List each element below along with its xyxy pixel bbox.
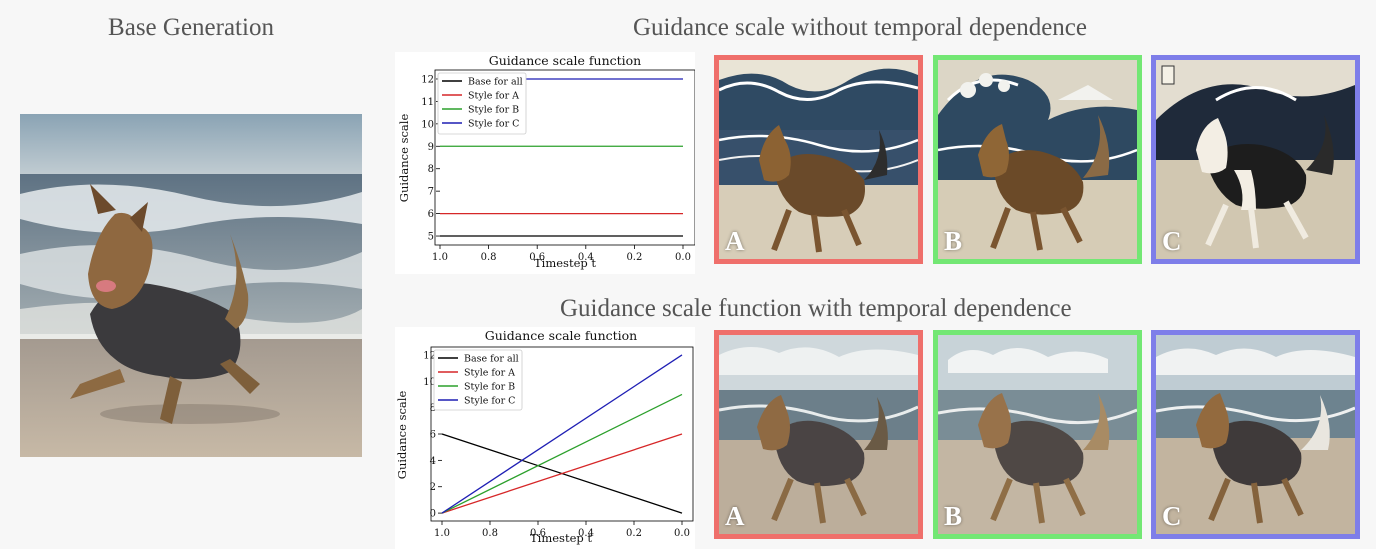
tile-letter: A — [725, 501, 745, 531]
base-generation-heading: Base Generation — [108, 14, 274, 41]
x-tick-label: 0.0 — [675, 252, 691, 263]
tile-letter: B — [944, 501, 963, 531]
legend-label: Style for B — [464, 382, 515, 393]
legend-label: Style for A — [464, 368, 515, 379]
y-tick-label: 2 — [430, 482, 436, 493]
y-ticks: 0 2 4 6 8 10 12 — [423, 350, 442, 520]
x-ticks: 1.0 0.8 0.6 0.4 0.2 0.0 — [432, 245, 691, 263]
legend-label: Style for A — [468, 91, 519, 102]
x-ticks: 1.0 0.8 0.6 0.4 0.2 0.0 — [434, 521, 690, 539]
legend-label: Style for C — [468, 119, 519, 130]
x-tick-label: 0.4 — [578, 252, 594, 263]
legend-label: Style for B — [468, 105, 519, 116]
ukiyoe-dog-image-c — [1156, 60, 1355, 259]
series-lines — [441, 354, 683, 514]
ukiyoe-dog-image-b — [938, 60, 1137, 259]
tile-letter: C — [1162, 501, 1182, 531]
tile-bottom-c: C — [1151, 330, 1360, 539]
x-tick-label: 0.2 — [626, 252, 642, 263]
x-axis-label: Timestep t — [534, 256, 596, 270]
beach-dog-image-b — [938, 335, 1137, 534]
tile-top-c: C — [1151, 55, 1360, 264]
chart-temporal-guidance-svg: Guidance scale function 0 2 4 6 8 10 12 1.0 0.8… — [395, 328, 694, 545]
chart-title: Guidance scale function — [485, 328, 637, 343]
y-tick-label: 10 — [423, 377, 436, 388]
y-tick-label: 8 — [430, 403, 436, 414]
dog-on-beach-photo — [20, 114, 362, 457]
y-ticks: 5 6 7 8 9 10 11 12 — [421, 74, 440, 243]
tile-letter: C — [1162, 226, 1182, 256]
x-axis-label: Timestep t — [530, 531, 592, 545]
tile-letter: B — [944, 226, 963, 256]
legend: Base for all Style for A Style for B Style … — [433, 349, 523, 411]
legend-label: Base for all — [468, 77, 523, 88]
beach-dog-image-a — [719, 335, 918, 534]
ukiyoe-dog-image-a — [719, 60, 918, 259]
tile-top-b: B — [933, 55, 1142, 264]
x-tick-label: 1.0 — [432, 252, 448, 263]
x-tick-label: 0.6 — [530, 528, 546, 539]
chart-temporal-guidance: Guidance scale function 0 2 4 6 8 10 12 1.0 0.8… — [395, 327, 695, 549]
y-tick-label: 0 — [430, 509, 436, 520]
legend-label: Base for all — [464, 354, 519, 365]
x-tick-label: 0.6 — [529, 252, 545, 263]
x-tick-label: 0.4 — [578, 528, 594, 539]
y-tick-label: 5 — [428, 232, 434, 243]
series-line-style-for-b — [441, 393, 683, 514]
x-tick-label: 0.0 — [674, 528, 690, 539]
y-tick-label: 9 — [428, 142, 434, 153]
x-tick-label: 1.0 — [434, 528, 450, 539]
series-lines — [440, 78, 683, 237]
x-tick-label: 0.8 — [482, 528, 498, 539]
y-axis-label: Guidance scale — [395, 391, 409, 480]
y-tick-label: 7 — [428, 187, 434, 198]
tile-bottom-a: A — [714, 330, 923, 539]
series-line-style-for-c — [441, 354, 683, 514]
tile-letter: A — [725, 226, 745, 256]
series-line-style-for-a — [441, 433, 683, 514]
x-tick-label: 0.8 — [481, 252, 497, 263]
chart-constant-guidance: Guidance scale function 5 6 7 8 9 10 11 12 1.0 0… — [395, 52, 695, 274]
top-row-heading: Guidance scale without temporal dependen… — [633, 14, 1087, 41]
chart-constant-guidance-svg: Guidance scale function 5 6 7 8 9 10 11 12 1.0 0… — [397, 53, 695, 270]
chart-title: Guidance scale function — [489, 53, 641, 68]
y-tick-label: 8 — [428, 164, 434, 175]
legend-label: Style for C — [464, 396, 515, 407]
bottom-row-heading: Guidance scale function with temporal de… — [560, 295, 1072, 322]
tile-top-a: A — [714, 55, 923, 264]
y-tick-label: 12 — [421, 74, 434, 85]
tile-bottom-b: B — [933, 330, 1142, 539]
beach-dog-image-c — [1156, 335, 1355, 534]
y-tick-label: 6 — [430, 430, 436, 441]
y-tick-label: 11 — [421, 97, 434, 108]
x-tick-label: 0.2 — [626, 528, 642, 539]
y-tick-label: 6 — [428, 209, 434, 220]
y-tick-label: 10 — [421, 119, 434, 130]
y-tick-label: 4 — [430, 456, 436, 467]
base-generation-image — [20, 114, 362, 457]
y-tick-label: 12 — [423, 350, 436, 361]
legend: Base for all Style for A Style for B Style … — [437, 72, 527, 135]
y-axis-label: Guidance scale — [397, 114, 411, 203]
